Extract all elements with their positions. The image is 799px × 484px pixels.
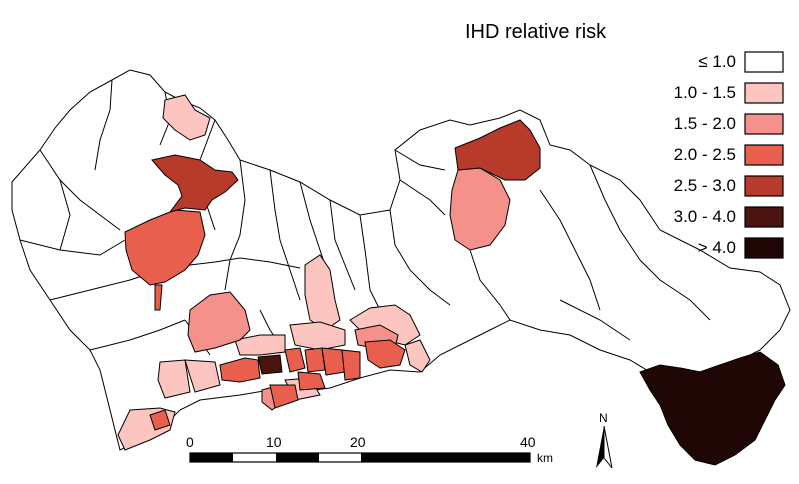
legend-swatch bbox=[744, 51, 784, 73]
scale-unit: km bbox=[537, 451, 553, 465]
region bbox=[297, 371, 326, 391]
regions-2-5-to-3-0 bbox=[151, 119, 541, 213]
region bbox=[187, 291, 251, 353]
region bbox=[184, 359, 221, 393]
scale-tick-10: 10 bbox=[266, 434, 282, 450]
region bbox=[341, 349, 361, 381]
legend-label: 3.0 - 4.0 bbox=[674, 207, 736, 226]
legend-swatch bbox=[744, 113, 784, 135]
region bbox=[304, 254, 341, 331]
region bbox=[364, 339, 406, 369]
legend-title: IHD relative risk bbox=[465, 21, 607, 43]
region bbox=[449, 167, 511, 251]
region bbox=[257, 354, 283, 375]
regions-2-0-to-2-5 bbox=[124, 209, 406, 431]
regions-above-4-0 bbox=[639, 351, 786, 466]
scale-tick-0: 0 bbox=[186, 434, 194, 450]
region bbox=[304, 347, 326, 373]
region bbox=[162, 94, 211, 141]
north-arrow-icon: N bbox=[596, 411, 613, 469]
region bbox=[269, 384, 299, 409]
legend-label: > 4.0 bbox=[698, 238, 736, 257]
legend-label: 1.0 - 1.5 bbox=[674, 83, 736, 102]
north-label: N bbox=[599, 411, 608, 425]
legend-swatch bbox=[744, 144, 784, 166]
region bbox=[404, 339, 431, 373]
scale-tick-20: 20 bbox=[350, 434, 366, 450]
legend-label: ≤ 1.0 bbox=[698, 52, 736, 71]
scale-bar: 0 10 20 40 km bbox=[186, 434, 553, 465]
region bbox=[321, 347, 346, 376]
region bbox=[157, 359, 191, 399]
legend-swatch bbox=[744, 175, 784, 197]
region bbox=[149, 409, 171, 431]
legend: IHD relative risk ≤ 1.0 1.0 - 1.5 1.5 - 2.… bbox=[465, 21, 784, 259]
region bbox=[289, 321, 346, 351]
legend-label: 2.5 - 3.0 bbox=[674, 176, 736, 195]
legend-swatch bbox=[744, 206, 784, 228]
region bbox=[151, 154, 239, 213]
legend-label: 1.5 - 2.0 bbox=[674, 114, 736, 133]
legend-label: 2.0 - 2.5 bbox=[674, 145, 736, 164]
scale-tick-40: 40 bbox=[520, 434, 536, 450]
region bbox=[284, 347, 306, 373]
region bbox=[219, 357, 261, 383]
legend-swatch bbox=[744, 237, 784, 259]
regions-3-0-to-4-0 bbox=[257, 354, 283, 375]
region bbox=[639, 351, 786, 466]
region bbox=[154, 284, 163, 311]
legend-swatch bbox=[744, 82, 784, 104]
region bbox=[454, 119, 541, 181]
